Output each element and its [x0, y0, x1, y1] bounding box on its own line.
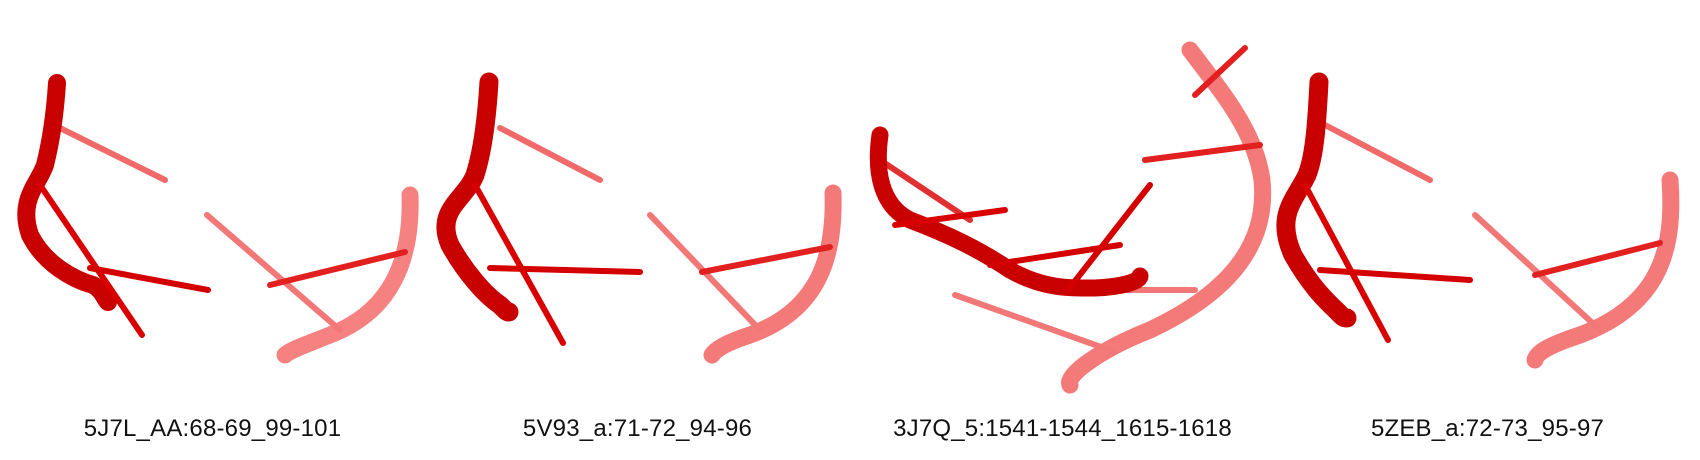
structure-render-1 — [17, 74, 419, 364]
base-rung — [699, 244, 833, 275]
base-rung — [497, 125, 603, 183]
base-rung — [877, 157, 973, 223]
backbone-back — [1061, 41, 1272, 394]
base-rung — [1532, 240, 1663, 278]
structure-render-2 — [436, 72, 842, 364]
structure-caption-1: 5J7L_AA:68-69_99-101 — [83, 415, 342, 442]
backbone-front — [17, 74, 117, 311]
structure-caption-2: 5V93_a:71-72_94-96 — [522, 415, 753, 442]
structure-panel-1: 5J7L_AA:68-69_99-101 — [0, 0, 425, 460]
backbone-back — [1526, 171, 1680, 369]
base-rung — [57, 125, 168, 183]
base-rung — [1317, 267, 1473, 283]
backbone-back — [703, 184, 842, 364]
base-rung — [267, 249, 408, 288]
base-rung — [1142, 142, 1263, 163]
base-rung — [1302, 182, 1391, 343]
base-rung — [87, 265, 211, 293]
structure-panel-4: 5ZEB_a:72-73_95-97 — [1275, 0, 1700, 460]
structure-render-3 — [869, 41, 1272, 394]
base-rung — [1322, 122, 1433, 183]
backbone-front — [869, 126, 1149, 297]
backbone-front — [1276, 72, 1357, 328]
structure-panel-3: 3J7Q_5:1541-1544_1615-1618 — [850, 0, 1275, 460]
base-rung — [892, 207, 1008, 228]
backbone-back — [276, 186, 419, 364]
structure-render-4 — [1276, 72, 1680, 369]
base-rung — [1192, 45, 1248, 98]
base-rung — [487, 265, 643, 275]
structure-caption-4: 5ZEB_a:72-73_95-97 — [1370, 415, 1605, 442]
base-rung — [37, 182, 145, 338]
base-rung — [204, 212, 343, 333]
backbone-front — [436, 72, 519, 322]
structure-caption-3: 3J7Q_5:1541-1544_1615-1618 — [893, 415, 1232, 442]
structure-panel-2: 5V93_a:71-72_94-96 — [425, 0, 850, 460]
base-rung — [472, 182, 566, 346]
base-rung — [952, 292, 1118, 355]
base-rung — [1065, 182, 1153, 293]
